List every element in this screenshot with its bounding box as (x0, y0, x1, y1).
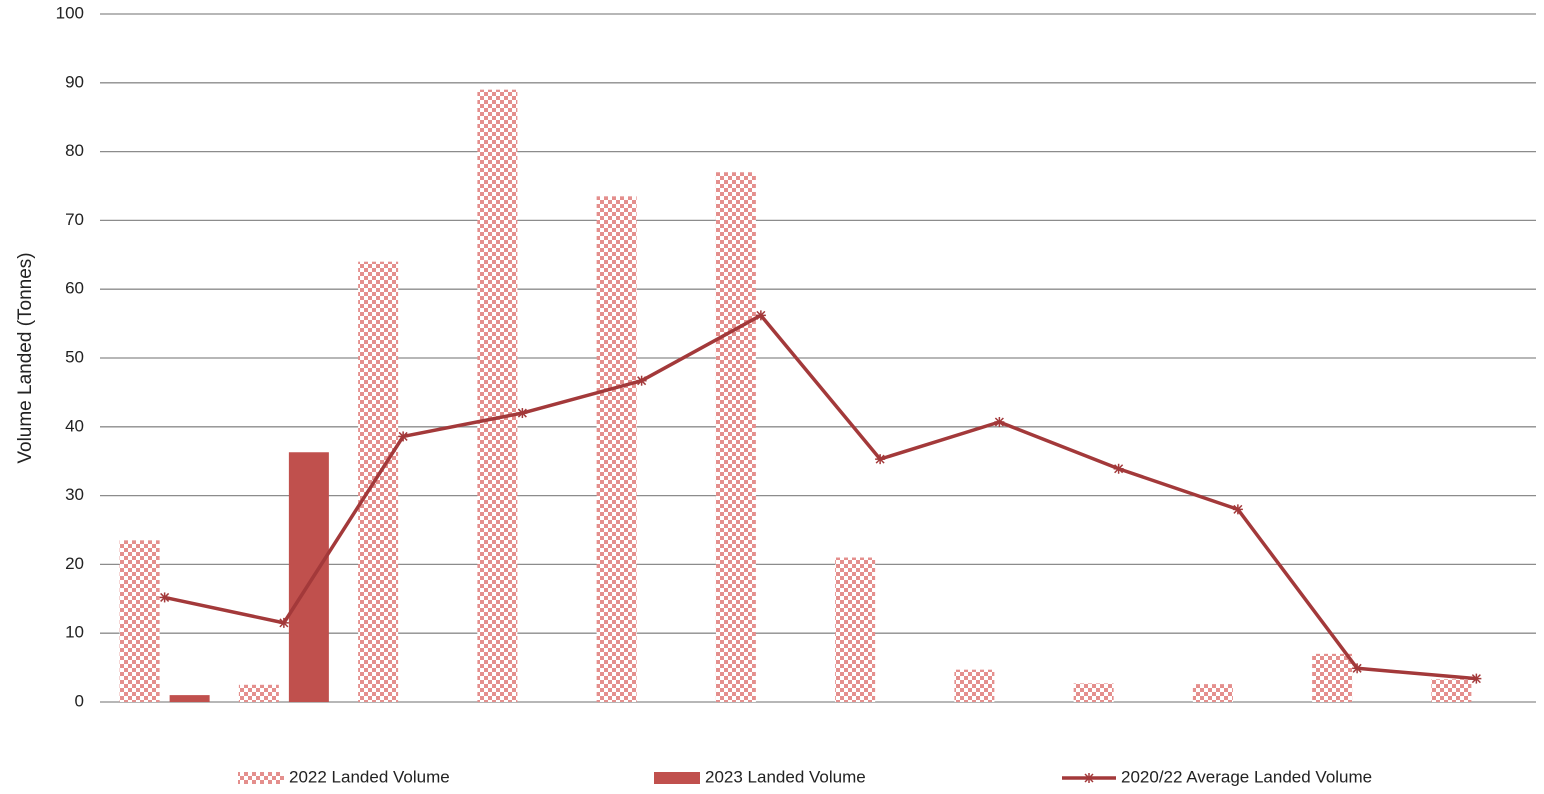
line-marker (1352, 663, 1363, 674)
y-tick-label: 40 (65, 416, 84, 435)
bar (169, 695, 210, 702)
line (164, 313, 1477, 681)
line-marker (1113, 463, 1124, 474)
bar (119, 540, 160, 702)
y-tick-label: 50 (65, 347, 84, 366)
y-tick-label: 10 (65, 623, 84, 642)
bar (238, 684, 279, 702)
line-marker (636, 375, 647, 386)
line-marker (1232, 504, 1243, 515)
y-tick-label: 60 (65, 279, 84, 298)
y-tick-label: 80 (65, 141, 84, 160)
legend-label: 2020/22 Average Landed Volume (1121, 767, 1372, 786)
y-tick-label: 0 (75, 691, 84, 710)
bar (715, 172, 756, 703)
bar (835, 557, 876, 702)
y-axis-label: Volume Landed (Tonnes) (15, 252, 36, 463)
y-tick-label: 100 (56, 3, 84, 22)
bar (954, 669, 995, 702)
line-marker (159, 592, 170, 603)
bar (1312, 653, 1353, 702)
bar (288, 452, 329, 702)
line-marker (517, 408, 528, 419)
legend-label: 2023 Landed Volume (705, 767, 866, 786)
line-marker (994, 416, 1005, 427)
line-marker (278, 617, 289, 628)
line-marker (875, 454, 886, 465)
bar (477, 89, 518, 703)
bar (1431, 679, 1472, 702)
y-tick-label: 30 (65, 485, 84, 504)
bar (1073, 683, 1114, 702)
line-marker (398, 431, 409, 442)
bar (358, 261, 399, 702)
y-tick-label: 20 (65, 554, 84, 573)
line-marker (755, 310, 766, 321)
legend-marker (1084, 773, 1094, 783)
bar (1192, 684, 1233, 702)
y-tick-label: 90 (65, 72, 84, 91)
bar (596, 196, 637, 702)
legend-swatch (654, 772, 700, 784)
legend-swatch (238, 772, 284, 784)
legend-label: 2022 Landed Volume (289, 767, 450, 786)
y-tick-label: 70 (65, 210, 84, 229)
line-marker (1471, 673, 1482, 684)
